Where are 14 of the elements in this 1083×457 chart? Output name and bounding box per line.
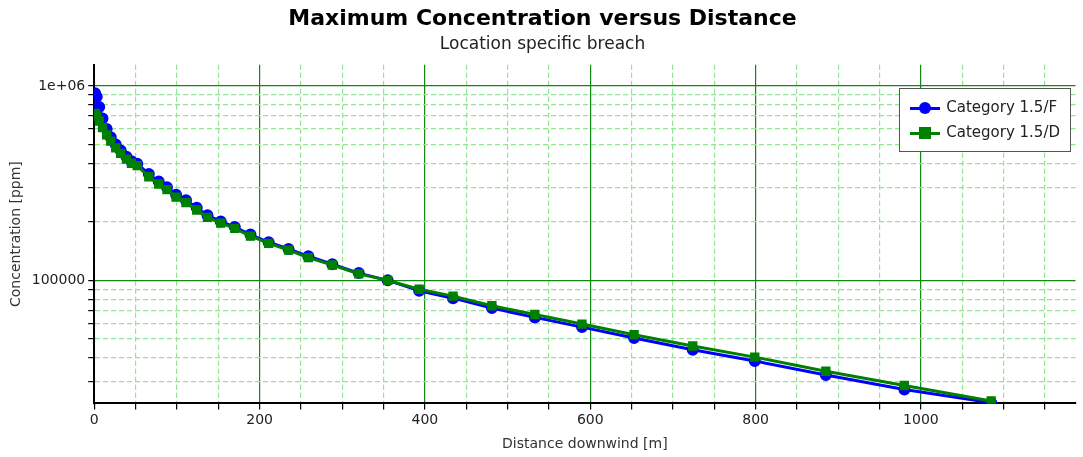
x-tick-label: 400 — [411, 411, 439, 428]
legend-label: Category 1.5/D — [946, 122, 1060, 143]
chart-title: Maximum Concentration versus Distance — [288, 4, 797, 30]
x-tick-label: 200 — [246, 411, 273, 428]
y-tick-label: 1e+06 — [38, 76, 86, 93]
x-tick-label: 600 — [576, 411, 604, 428]
chart-subtitle: Location specific breach — [439, 33, 646, 54]
x-axis-title: Distance downwind [m] — [502, 435, 668, 452]
x-tick-label: 800 — [742, 411, 769, 428]
x-tick-label: 1000 — [903, 411, 939, 428]
legend-label: Category 1.5/F — [946, 97, 1058, 118]
y-axis-title: Concentration [ppm] — [7, 161, 24, 308]
y-tick-label: 100000 — [31, 271, 86, 288]
x-tick-label: 0 — [89, 411, 99, 428]
